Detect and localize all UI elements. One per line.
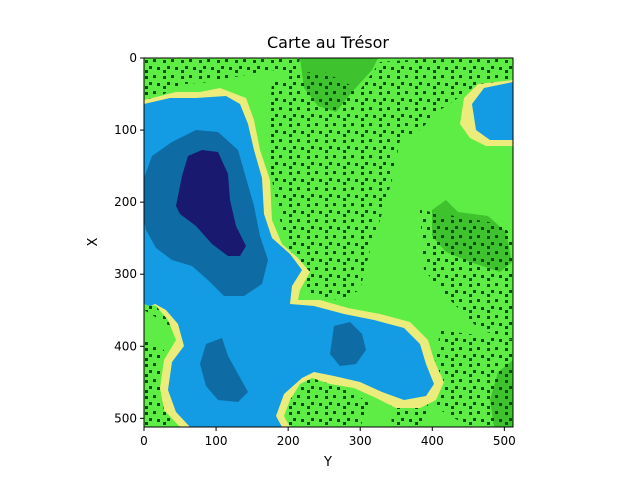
x-tick-label: 200 <box>277 434 300 448</box>
y-tick-label: 300 <box>114 267 137 281</box>
x-tick-label: 0 <box>140 434 148 448</box>
water <box>472 82 513 140</box>
forest-region <box>268 58 513 300</box>
mid-water <box>330 322 366 366</box>
deep-water <box>176 150 246 256</box>
x-axis-label: Y <box>323 455 332 470</box>
forest-region <box>420 210 513 340</box>
forest-region <box>144 58 300 100</box>
y-tick-label: 400 <box>114 339 137 353</box>
forest-region <box>420 330 513 427</box>
map-title: Carte au Trésor <box>267 33 389 52</box>
y-tick-label: 100 <box>114 123 137 137</box>
mid-water <box>200 338 248 402</box>
y-tick-label: 0 <box>129 51 137 65</box>
water <box>144 290 160 306</box>
terrain-map <box>144 58 513 427</box>
y-tick-label: 500 <box>114 411 137 425</box>
x-tick-label: 300 <box>349 434 372 448</box>
x-tick-label: 500 <box>493 434 516 448</box>
y-axis-label: X <box>86 237 101 246</box>
plot-frame <box>143 57 514 428</box>
y-tick-label: 200 <box>114 195 137 209</box>
x-tick-label: 100 <box>205 434 228 448</box>
x-axis: 0 100 200 300 400 500 <box>140 427 516 448</box>
x-tick-label: 400 <box>421 434 444 448</box>
y-axis: 0 100 200 300 400 500 <box>114 51 144 425</box>
